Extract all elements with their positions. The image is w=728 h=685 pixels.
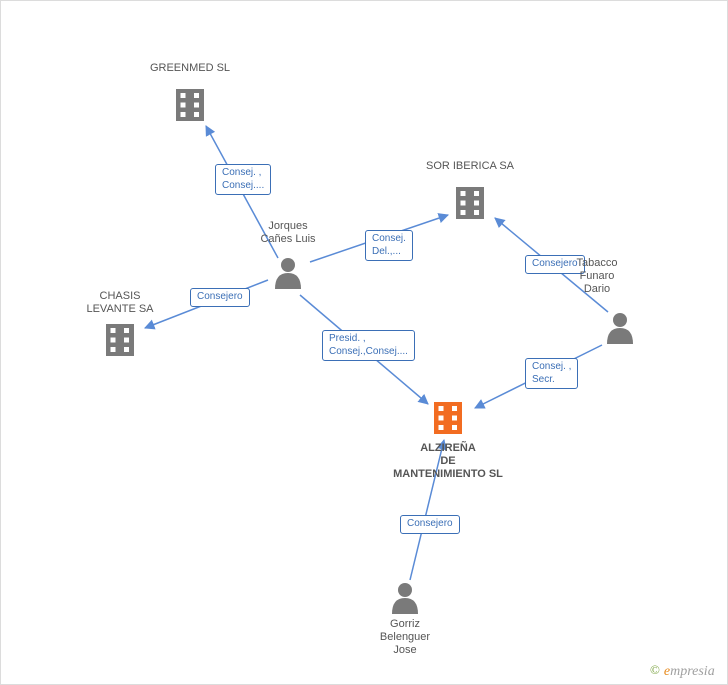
node-label: CHASIS LEVANTE SA bbox=[86, 290, 153, 316]
node-label: GREENMED SL bbox=[150, 62, 230, 75]
node-label: Gorriz Belenguer Jose bbox=[380, 618, 430, 658]
edge-label: Consej. , Secr. bbox=[525, 358, 578, 389]
building-icon[interactable] bbox=[106, 324, 134, 356]
person-icon[interactable] bbox=[607, 313, 633, 344]
watermark-rest: mpresia bbox=[670, 664, 715, 679]
edge-label: Consej. , Consej.... bbox=[215, 164, 271, 195]
edge-label: Presid. , Consej.,Consej.... bbox=[322, 330, 415, 361]
diagram-canvas: Consej. , Consej.... Consej. Del.,... Cons… bbox=[0, 0, 728, 685]
node-label: SOR IBERICA SA bbox=[426, 160, 514, 173]
person-icon[interactable] bbox=[392, 583, 418, 614]
building-icon[interactable] bbox=[434, 402, 462, 434]
building-icon[interactable] bbox=[176, 89, 204, 121]
node-label: Jorques Cañes Luis bbox=[260, 220, 315, 246]
watermark-copyright: © bbox=[650, 662, 660, 677]
building-icon[interactable] bbox=[456, 187, 484, 219]
person-icon[interactable] bbox=[275, 258, 301, 289]
edge-label: Consejero bbox=[190, 288, 250, 307]
node-label: ALZIREÑA DE MANTENIMIENTO SL bbox=[393, 442, 503, 482]
watermark: ©empresia bbox=[650, 662, 715, 680]
node-label: Tabacco Funaro Dario bbox=[577, 257, 618, 297]
edge-label: Consejero bbox=[400, 515, 460, 534]
edge-label: Consej. Del.,... bbox=[365, 230, 413, 261]
